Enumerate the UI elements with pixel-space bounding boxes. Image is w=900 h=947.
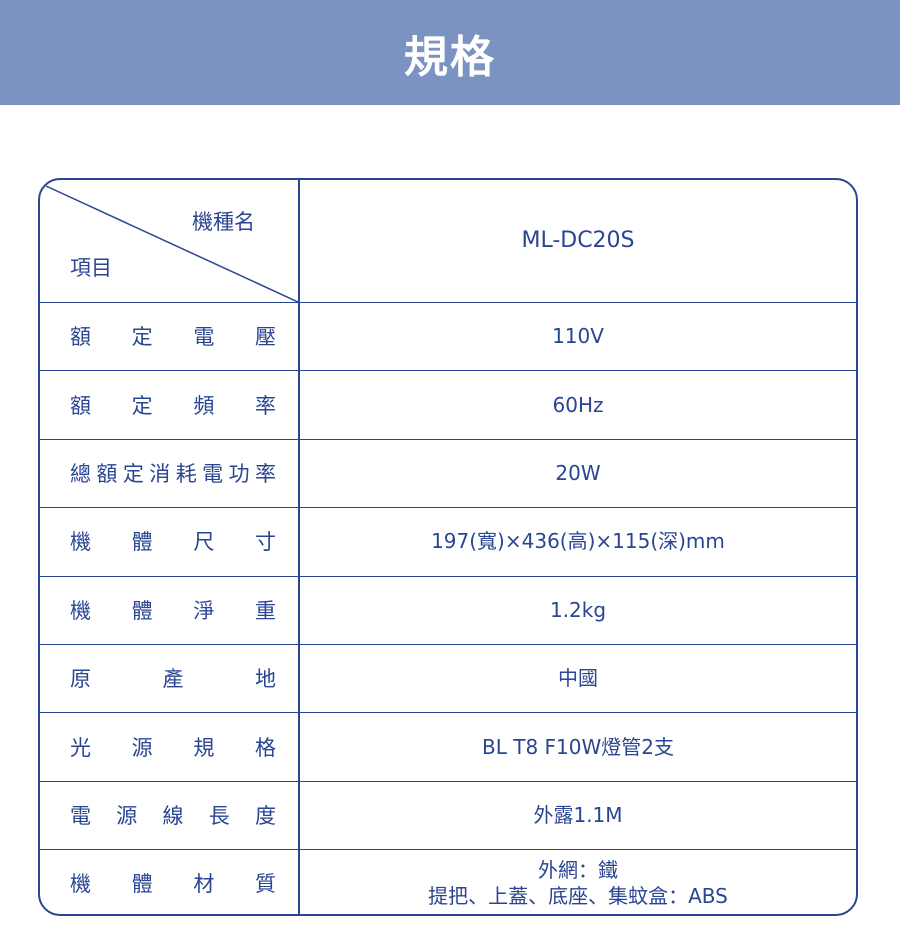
spec-value: 中國: [300, 665, 856, 691]
spec-label: 額定頻率: [70, 393, 276, 418]
spec-table: 機種名 項目 ML-DC20S 額定電壓 110V 額定頻率 60Hz 總額定消耗電…: [38, 178, 858, 916]
model-column-label: 機種名: [192, 210, 255, 234]
spec-label: 原產地: [70, 667, 276, 692]
table-row: 機體材質 外網：鐵 提把、上蓋、底座、集蚊盒：ABS: [40, 849, 856, 914]
spec-value: 60Hz: [300, 392, 856, 418]
spec-value-line: 20W: [555, 460, 601, 485]
table-row: 總額定消耗電功率 20W: [40, 439, 856, 509]
model-name: ML-DC20S: [521, 228, 635, 253]
spec-value: 外露1.1M: [300, 802, 856, 828]
spec-label: 總額定消耗電功率: [70, 461, 276, 486]
table-header: 機種名 項目 ML-DC20S: [40, 180, 856, 303]
spec-label: 機體尺寸: [70, 530, 276, 555]
title-banner: 規格: [0, 0, 900, 105]
diagonal-divider: [45, 185, 299, 302]
table-row: 額定頻率 60Hz: [40, 370, 856, 440]
spec-value-line: 1.2kg: [549, 597, 607, 622]
column-divider: [298, 180, 300, 914]
spec-value: 1.2kg: [300, 597, 856, 623]
spec-label: 機體淨重: [70, 598, 276, 623]
spec-value-line: 60Hz: [552, 392, 604, 417]
spec-label: 機體材質: [70, 872, 276, 897]
spec-value: 外網：鐵 提把、上蓋、底座、集蚊盒：ABS: [300, 857, 856, 909]
spec-value-line: BL T8 F10W燈管2支: [482, 734, 674, 759]
table-row: 額定電壓 110V: [40, 302, 856, 372]
spec-value: BL T8 F10W燈管2支: [300, 734, 856, 760]
spec-value-line: 中國: [558, 666, 598, 691]
spec-label: 光源規格: [70, 735, 276, 760]
page-title: 規格: [404, 31, 496, 83]
table-row: 電源線長度 外露1.1M: [40, 781, 856, 851]
spec-value: 20W: [300, 460, 856, 486]
spec-value-line: 外露1.1M: [533, 802, 623, 827]
item-column-label: 項目: [70, 256, 112, 280]
table-row: 機體淨重 1.2kg: [40, 576, 856, 645]
table-row: 原產地 中國: [40, 644, 856, 714]
table-row: 光源規格 BL T8 F10W燈管2支: [40, 712, 856, 782]
spec-value: 110V: [300, 323, 856, 349]
spec-value-line: 197(寬)×436(高)×115(深)mm: [431, 529, 725, 554]
table-row: 機體尺寸 197(寬)×436(高)×115(深)mm: [40, 507, 856, 577]
spec-value-line: 提把、上蓋、底座、集蚊盒：ABS: [428, 884, 728, 909]
spec-value-line: 外網：鐵: [538, 858, 618, 883]
spec-value-line: 110V: [552, 324, 604, 349]
spec-label: 電源線長度: [70, 803, 276, 828]
spec-value: 197(寬)×436(高)×115(深)mm: [300, 528, 856, 554]
spec-label: 額定電壓: [70, 325, 276, 350]
